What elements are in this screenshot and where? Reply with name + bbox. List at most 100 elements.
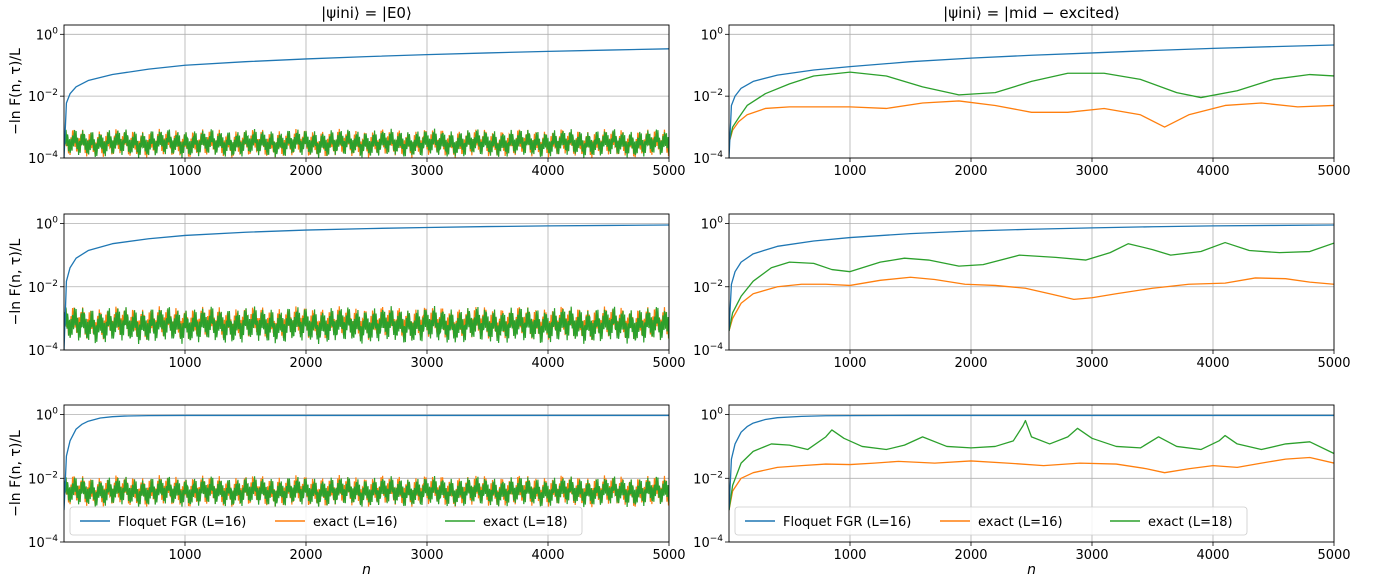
axes-frame	[63, 24, 670, 159]
y-tick-label: 10−4	[28, 150, 58, 167]
x-tick-label: 1000	[168, 356, 201, 371]
x-tick-label: 5000	[652, 356, 685, 371]
x-tick-label: 2000	[289, 356, 322, 371]
axes-frame	[63, 404, 670, 543]
x-tick-label: 5000	[1317, 356, 1350, 371]
chart-panel: 1000 2000 3000 4000 5000 100 10−2 10−4 −ln F(n, …	[8, 404, 686, 578]
x-tick-label: 3000	[410, 548, 443, 563]
axes-frame	[728, 213, 1335, 351]
y-tick-label: 100	[36, 216, 59, 233]
x-tick-label: 3000	[410, 356, 443, 371]
series-line	[729, 44, 1334, 158]
x-tick-label: 4000	[531, 164, 564, 179]
x-tick-label: 1000	[833, 164, 866, 179]
x-tick-label: 4000	[531, 356, 564, 371]
x-tick-label: 1000	[833, 548, 866, 563]
x-tick-label: 3000	[1075, 164, 1108, 179]
legend: Floquet FGR (L=16) exact (L=16) exact (L=1…	[734, 506, 1248, 536]
panel-title-right: |ψini⟩ = |mid − excited⟩	[943, 4, 1120, 22]
x-tick-label: 1000	[168, 164, 201, 179]
y-tick-label: 100	[36, 407, 59, 424]
y-axis-label: −ln F(n, τ)/L	[8, 48, 24, 135]
x-tick-label: 5000	[652, 164, 685, 179]
x-tick-label: 3000	[1075, 356, 1108, 371]
axes-frame	[728, 404, 1335, 543]
x-tick-label: 2000	[954, 356, 987, 371]
series-line	[64, 306, 669, 345]
axes-frame	[728, 24, 1335, 159]
chart-panel: 1000 2000 3000 4000 5000 100 10−2 10−4	[693, 213, 1351, 371]
y-tick-label: 10−4	[28, 534, 58, 551]
series-line	[729, 456, 1334, 511]
legend: Floquet FGR (L=16) exact (L=16) exact (L=1…	[69, 506, 583, 536]
chart-panel: 1000 2000 3000 4000 5000 100 10−2 10−4 −ln F(n, …	[8, 213, 686, 371]
x-tick-label: 5000	[652, 548, 685, 563]
series-line	[729, 224, 1334, 331]
x-tick-label: 5000	[1317, 164, 1350, 179]
legend-box	[69, 506, 583, 536]
legend-label: exact (L=16)	[313, 515, 398, 530]
series-line	[729, 241, 1334, 332]
legend-label: exact (L=18)	[1148, 515, 1233, 530]
legend-label: exact (L=18)	[483, 515, 568, 530]
chart-panel: 1000 2000 3000 4000 5000 100 10−2 10−4 n Floquet …	[693, 404, 1351, 578]
x-axis-label: n	[1027, 562, 1036, 578]
legend-label: Floquet FGR (L=16)	[783, 515, 911, 530]
y-tick-label: 100	[701, 216, 724, 233]
x-tick-label: 2000	[289, 164, 322, 179]
legend-box	[734, 506, 1248, 536]
series-line	[729, 419, 1334, 511]
x-tick-label: 2000	[289, 548, 322, 563]
y-tick-label: 10−2	[28, 470, 58, 487]
series-group	[64, 414, 669, 511]
x-tick-label: 2000	[954, 548, 987, 563]
x-tick-label: 1000	[833, 356, 866, 371]
y-tick-label: 100	[701, 26, 724, 43]
y-tick-label: 10−4	[693, 342, 723, 359]
series-group	[729, 44, 1334, 158]
y-tick-label: 10−2	[28, 88, 58, 105]
panel-title-left: |ψini⟩ = |E0⟩	[321, 4, 412, 22]
series-line	[64, 128, 669, 158]
x-tick-label: 4000	[1196, 356, 1229, 371]
x-tick-label: 3000	[1075, 548, 1108, 563]
y-tick-label: 10−2	[693, 470, 723, 487]
y-tick-label: 100	[36, 26, 59, 43]
x-tick-label: 1000	[168, 548, 201, 563]
legend-label: Floquet FGR (L=16)	[118, 515, 246, 530]
y-tick-label: 10−2	[28, 279, 58, 296]
y-tick-label: 10−4	[693, 150, 723, 167]
series-line	[729, 414, 1334, 511]
y-tick-label: 10−4	[28, 342, 58, 359]
series-line	[64, 224, 669, 350]
y-axis-label: −ln F(n, τ)/L	[8, 430, 24, 517]
chart-panel: 1000 2000 3000 4000 5000 100 10−2 10−4	[693, 24, 1351, 179]
series-group	[64, 224, 669, 350]
y-axis-label: −ln F(n, τ)/L	[8, 238, 24, 325]
y-tick-label: 10−2	[693, 279, 723, 296]
x-tick-label: 2000	[954, 164, 987, 179]
x-tick-label: 3000	[410, 164, 443, 179]
x-axis-label: n	[362, 562, 371, 578]
y-tick-label: 10−2	[693, 88, 723, 105]
series-line	[64, 414, 669, 511]
y-tick-label: 10−4	[693, 534, 723, 551]
series-line	[729, 276, 1334, 332]
series-line	[729, 71, 1334, 144]
legend-label: exact (L=16)	[978, 515, 1063, 530]
series-group	[64, 48, 669, 158]
series-line	[729, 100, 1334, 144]
chart-panel: 1000 2000 3000 4000 5000 100 10−2 10−4−ln F(n, …	[8, 24, 686, 179]
x-tick-label: 4000	[1196, 164, 1229, 179]
y-tick-label: 100	[701, 407, 724, 424]
x-tick-label: 4000	[531, 548, 564, 563]
series-group	[729, 224, 1334, 332]
x-tick-label: 5000	[1317, 548, 1350, 563]
series-line	[64, 475, 669, 508]
series-line	[64, 48, 669, 158]
axes-frame	[63, 213, 670, 351]
series-group	[729, 414, 1334, 511]
x-tick-label: 4000	[1196, 548, 1229, 563]
